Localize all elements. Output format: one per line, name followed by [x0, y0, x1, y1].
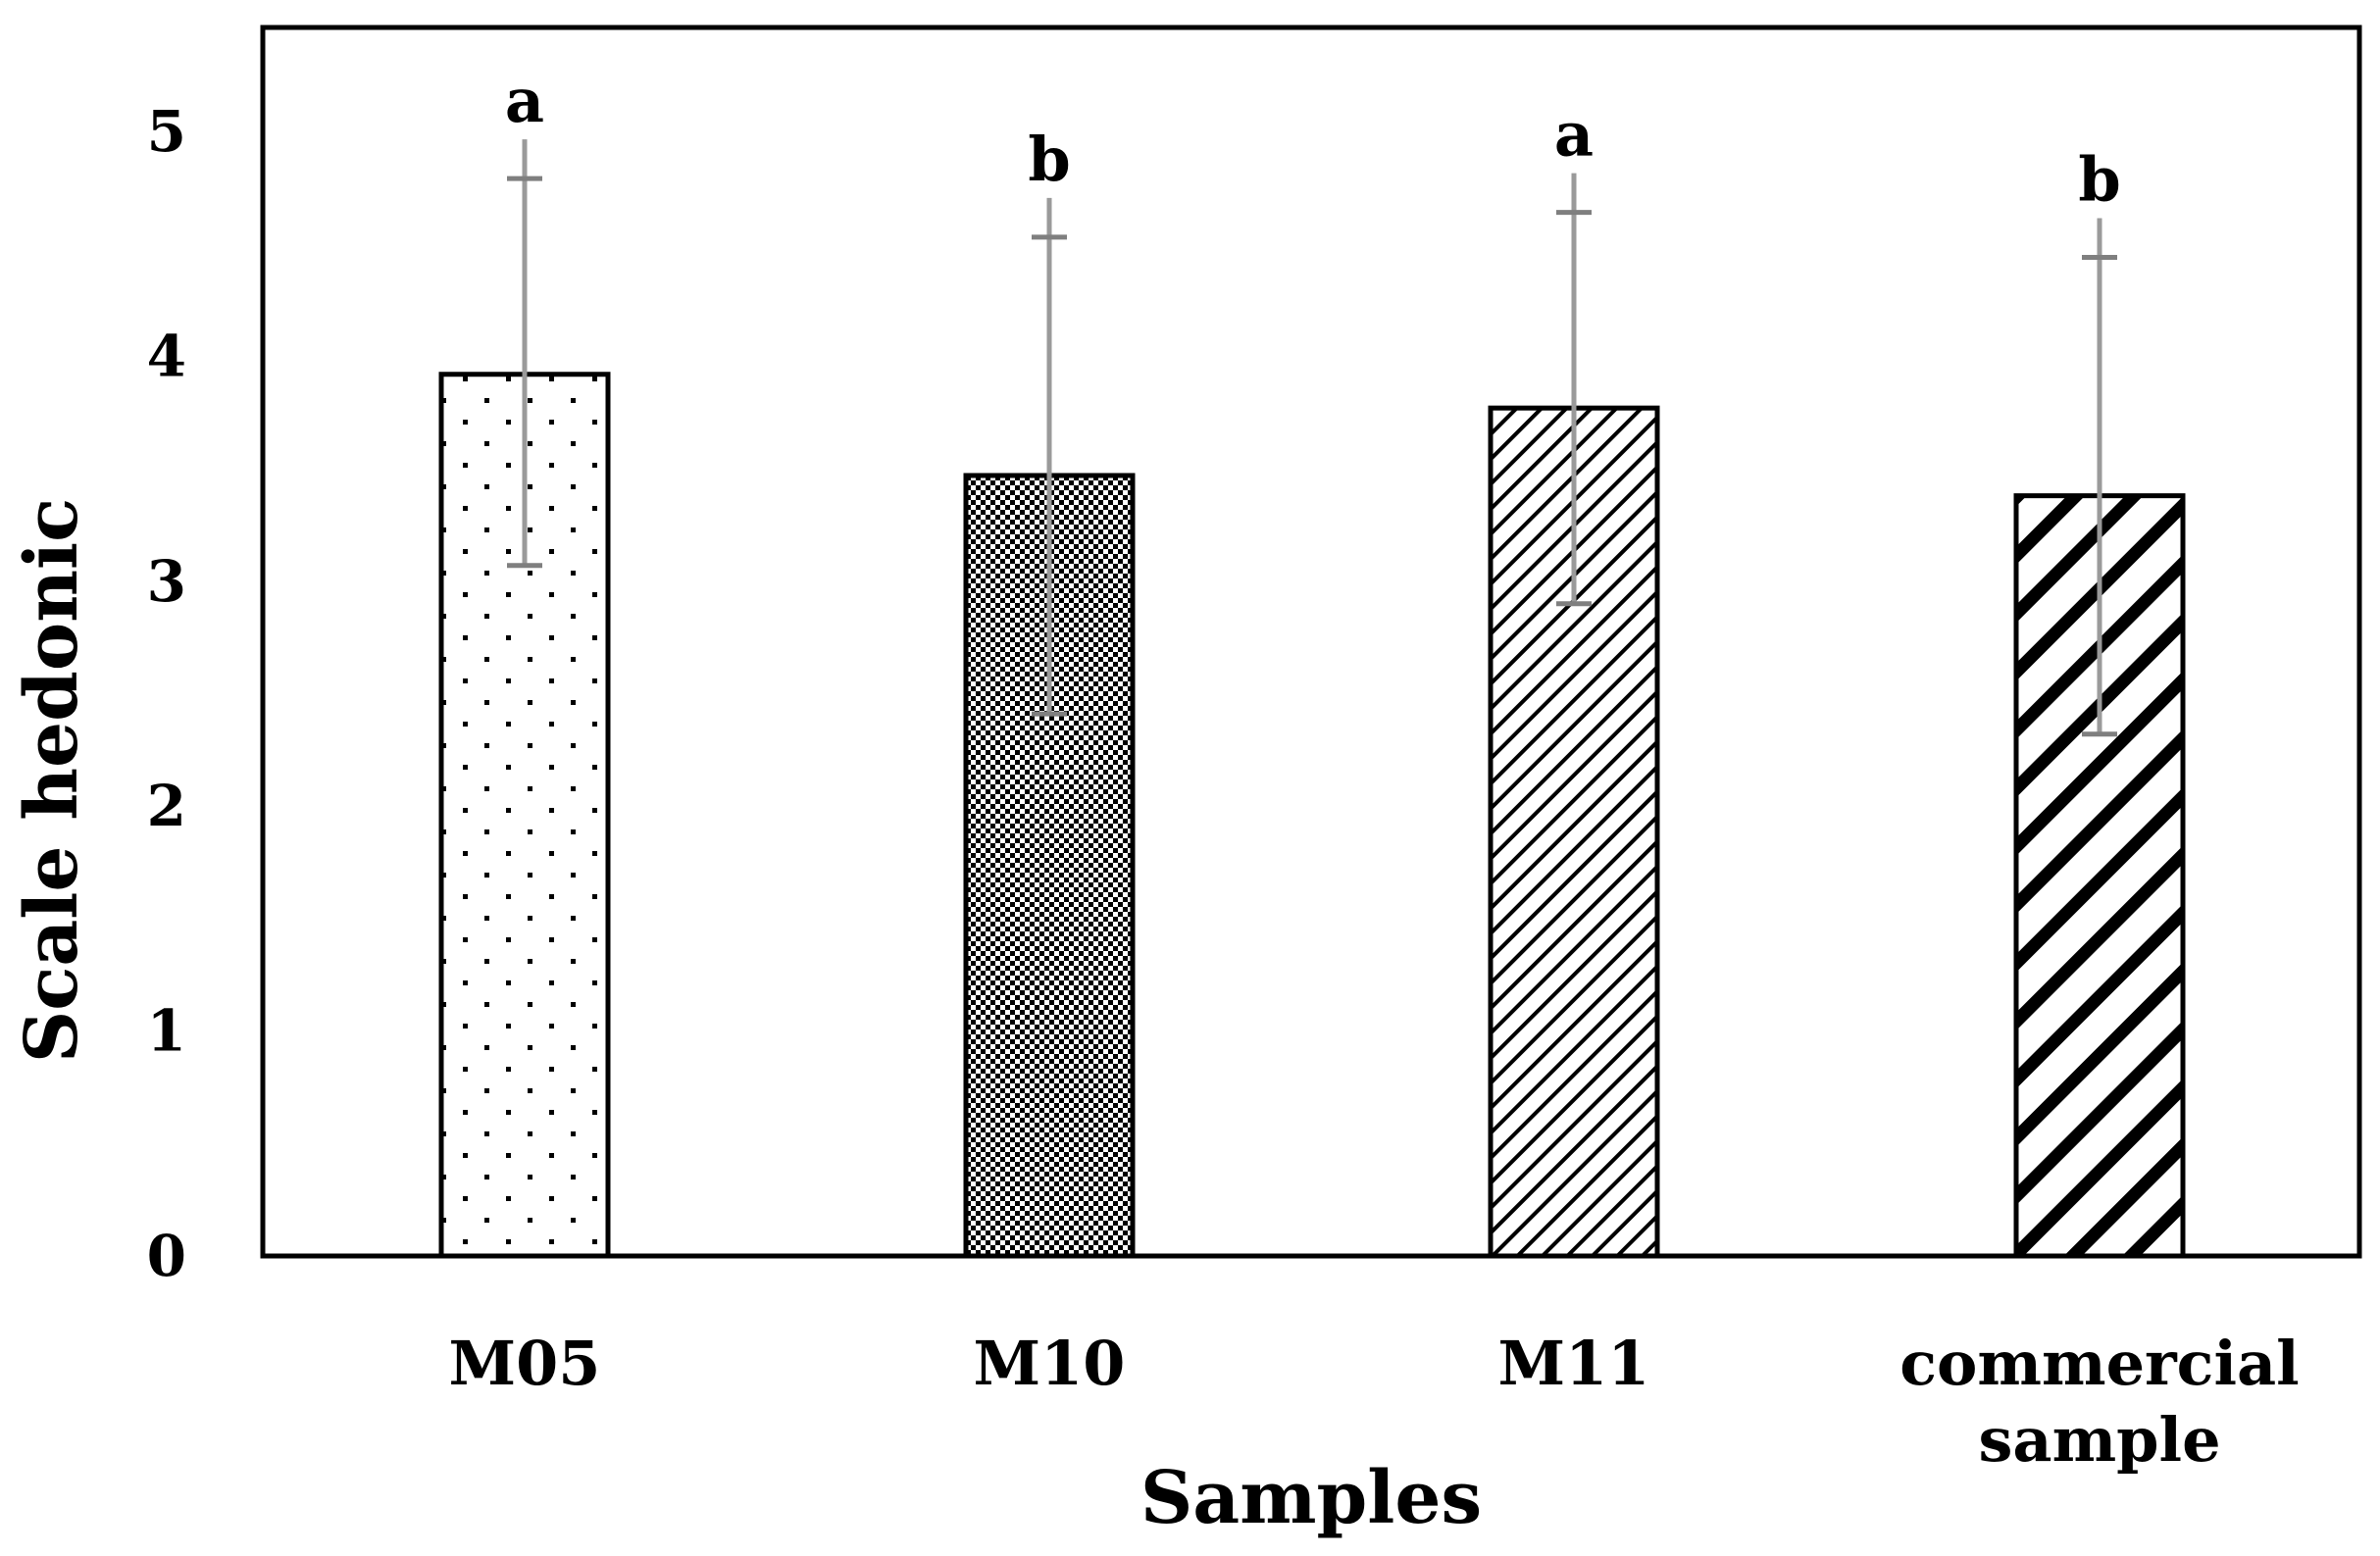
significance-letter: b — [1028, 124, 1070, 195]
y-tick-label: 5 — [147, 98, 186, 165]
y-tick-label: 4 — [147, 323, 186, 389]
x-axis-title: Samples — [1140, 1456, 1482, 1540]
significance-letter: a — [1554, 99, 1594, 171]
significance-letter: a — [505, 65, 544, 136]
error-bar — [1032, 197, 1067, 717]
bars-layer — [438, 372, 2186, 1259]
significance-letter: b — [2078, 143, 2120, 215]
y-tick-label: 0 — [147, 1223, 186, 1289]
x-tick-label: sample — [1978, 1404, 2220, 1476]
error-bars-layer — [507, 139, 2117, 737]
error-bar — [507, 139, 542, 569]
significance-letters: a b a b — [505, 65, 2121, 215]
y-tick-label: 3 — [147, 548, 186, 615]
y-axis-title: Scale hedonic — [10, 498, 94, 1063]
x-tick-label: M05 — [449, 1328, 601, 1399]
y-axis-ticks: 0 1 2 3 4 5 — [147, 98, 186, 1289]
error-bar — [1556, 173, 1592, 607]
x-tick-label: M10 — [974, 1328, 1126, 1399]
y-tick-label: 2 — [147, 773, 186, 839]
plot-area-border — [260, 25, 2362, 1259]
x-tick-label: M11 — [1498, 1328, 1650, 1399]
x-tick-label: commercial — [1899, 1328, 2299, 1399]
error-bar — [2082, 218, 2117, 737]
y-tick-label: 1 — [147, 998, 186, 1065]
